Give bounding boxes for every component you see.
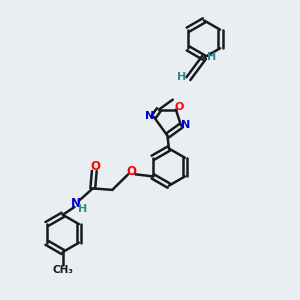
Text: O: O <box>174 102 184 112</box>
Text: CH₃: CH₃ <box>52 265 73 275</box>
Text: N: N <box>145 111 154 121</box>
Text: O: O <box>127 165 137 178</box>
Text: H: H <box>78 204 88 214</box>
Text: H: H <box>177 72 186 82</box>
Text: O: O <box>90 160 100 173</box>
Text: N: N <box>181 120 190 130</box>
Text: H: H <box>207 52 216 62</box>
Text: N: N <box>71 197 81 210</box>
